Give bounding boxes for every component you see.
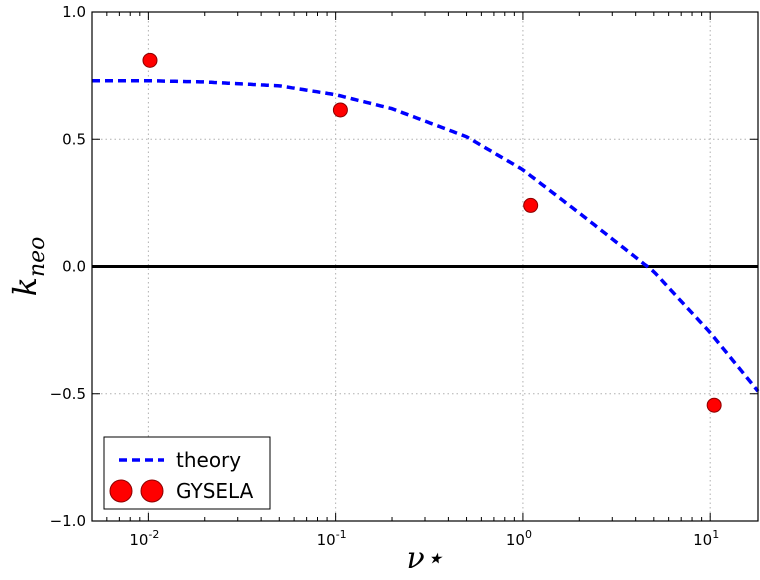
x-tick-label: 10-2: [129, 528, 159, 549]
gysela-point: [332, 102, 348, 118]
x-tick-label: 100: [506, 528, 532, 549]
y-tick-label: 0.0: [62, 258, 86, 276]
legend-gysela-marker: [140, 479, 164, 503]
y-axis-title: kneo: [6, 237, 50, 297]
gysela-point: [523, 197, 539, 213]
ticks-layer: [91, 11, 758, 522]
gysela-point: [142, 52, 158, 68]
legend-theory-label: theory: [176, 448, 241, 472]
gysela-point: [706, 397, 722, 413]
x-axis-title: ν⋆: [406, 541, 443, 576]
legend-box: [103, 436, 271, 510]
y-tick-label: −0.5: [50, 385, 86, 403]
legend-gysela-marker: [109, 479, 133, 503]
x-tick-label: 101: [693, 528, 719, 549]
theory-line: [92, 78, 760, 393]
y-tick-label: 1.0: [62, 3, 86, 21]
y-tick-label: 0.5: [62, 130, 86, 148]
y-tick-label: −1.0: [50, 512, 86, 530]
x-tick-label: 10-1: [317, 528, 347, 549]
legend-gysela-label: GYSELA: [176, 479, 254, 503]
tick-labels: 10-2 10-1 100 101 1.0 0.5 0.0 −0.5 −1.0: [50, 3, 720, 549]
series-layer: [92, 52, 760, 413]
legend: theory GYSELA: [103, 436, 271, 510]
